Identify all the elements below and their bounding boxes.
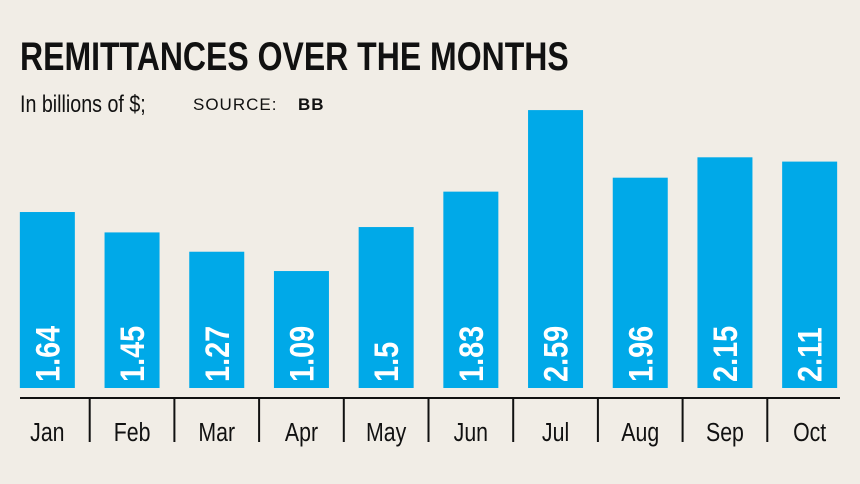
x-tick-label: Jun — [454, 418, 488, 448]
x-tick-label-group: Sep — [706, 418, 744, 448]
value-label-group: 2.59 — [536, 326, 575, 382]
value-label: 1.83 — [452, 326, 491, 382]
x-tick-label-group: Feb — [114, 418, 151, 448]
value-label: 2.59 — [536, 326, 575, 382]
value-label: 1.09 — [282, 326, 321, 382]
bar — [189, 251, 245, 388]
value-label: 1.5 — [367, 342, 406, 382]
x-tick-label: Oct — [793, 418, 827, 448]
bar — [528, 110, 584, 388]
x-tick-label-group: Mar — [198, 418, 235, 448]
chart-title: REMITTANCES OVER THE MONTHS — [20, 34, 569, 79]
x-tick-label-group: Jan — [30, 418, 64, 448]
x-tick-label: Jul — [542, 418, 569, 448]
value-label: 2.15 — [706, 326, 745, 382]
value-label-group: 2.15 — [706, 326, 745, 382]
value-label: 1.64 — [28, 325, 67, 382]
value-label: 2.11 — [790, 327, 829, 382]
x-tick-label-group: Oct — [793, 418, 827, 448]
value-label-group: 1.96 — [621, 326, 660, 382]
source-label: SOURCE: — [193, 95, 277, 114]
value-label-group: 2.11 — [790, 327, 829, 382]
bar — [19, 212, 75, 388]
title-group: REMITTANCES OVER THE MONTHS — [20, 34, 569, 79]
x-tick-label-group: Aug — [621, 418, 659, 448]
x-tick-label: Sep — [706, 418, 744, 448]
value-label-group: 1.64 — [28, 325, 67, 382]
value-label: 1.27 — [198, 326, 237, 382]
bar — [443, 191, 499, 388]
value-label-group: 1.27 — [198, 326, 237, 382]
x-tick-label: Jan — [30, 418, 64, 448]
value-label: 1.96 — [621, 326, 660, 382]
value-label-group: 1.5 — [367, 342, 406, 382]
x-tick-label-group: Apr — [285, 418, 318, 448]
bar — [782, 161, 838, 388]
x-tick-label-group: Jul — [542, 418, 569, 448]
x-tick-label: Aug — [621, 418, 659, 448]
x-tick-label: Feb — [114, 418, 151, 448]
subtitle-group: In billions of $; — [20, 90, 146, 117]
bar — [273, 271, 329, 388]
source: BB — [298, 95, 325, 114]
x-tick-label-group: Jun — [454, 418, 488, 448]
value-label: 1.45 — [113, 326, 152, 382]
value-label-group: 1.83 — [452, 326, 491, 382]
bar — [104, 232, 160, 388]
x-tick-label-group: May — [366, 418, 406, 448]
x-tick-label: May — [366, 418, 406, 448]
subtitle: In billions of $; — [20, 90, 146, 117]
bar — [612, 177, 668, 388]
x-tick-label: Apr — [285, 418, 318, 448]
bar — [358, 227, 414, 388]
value-label-group: 1.09 — [282, 326, 321, 382]
value-label-group: 1.45 — [113, 326, 152, 382]
x-tick-label: Mar — [198, 418, 235, 448]
bar — [697, 157, 753, 388]
